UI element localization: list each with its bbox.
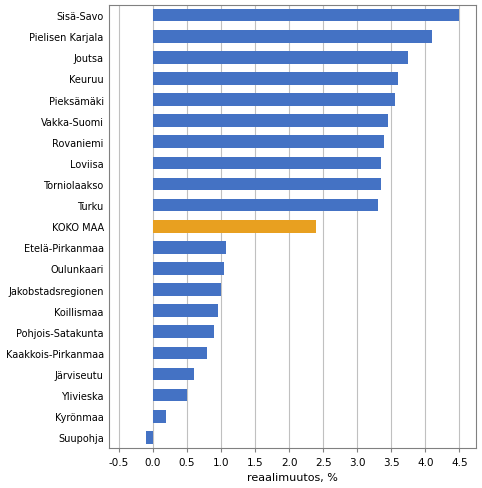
Bar <box>153 200 378 212</box>
Bar <box>153 263 224 275</box>
Bar <box>153 410 166 423</box>
X-axis label: reaalimuutos, %: reaalimuutos, % <box>247 472 338 483</box>
Bar <box>146 431 153 444</box>
Bar <box>153 305 217 317</box>
Bar <box>153 115 388 128</box>
Bar <box>153 242 227 254</box>
Bar <box>153 221 316 233</box>
Bar <box>153 178 381 191</box>
Bar <box>153 31 432 43</box>
Bar <box>153 136 385 149</box>
Bar <box>153 368 194 381</box>
Bar <box>153 389 187 402</box>
Bar <box>153 10 459 22</box>
Bar <box>153 326 214 338</box>
Bar <box>153 284 221 296</box>
Bar <box>153 157 381 170</box>
Bar <box>153 73 398 85</box>
Bar <box>153 52 408 64</box>
Bar <box>153 94 395 107</box>
Bar <box>153 347 207 360</box>
